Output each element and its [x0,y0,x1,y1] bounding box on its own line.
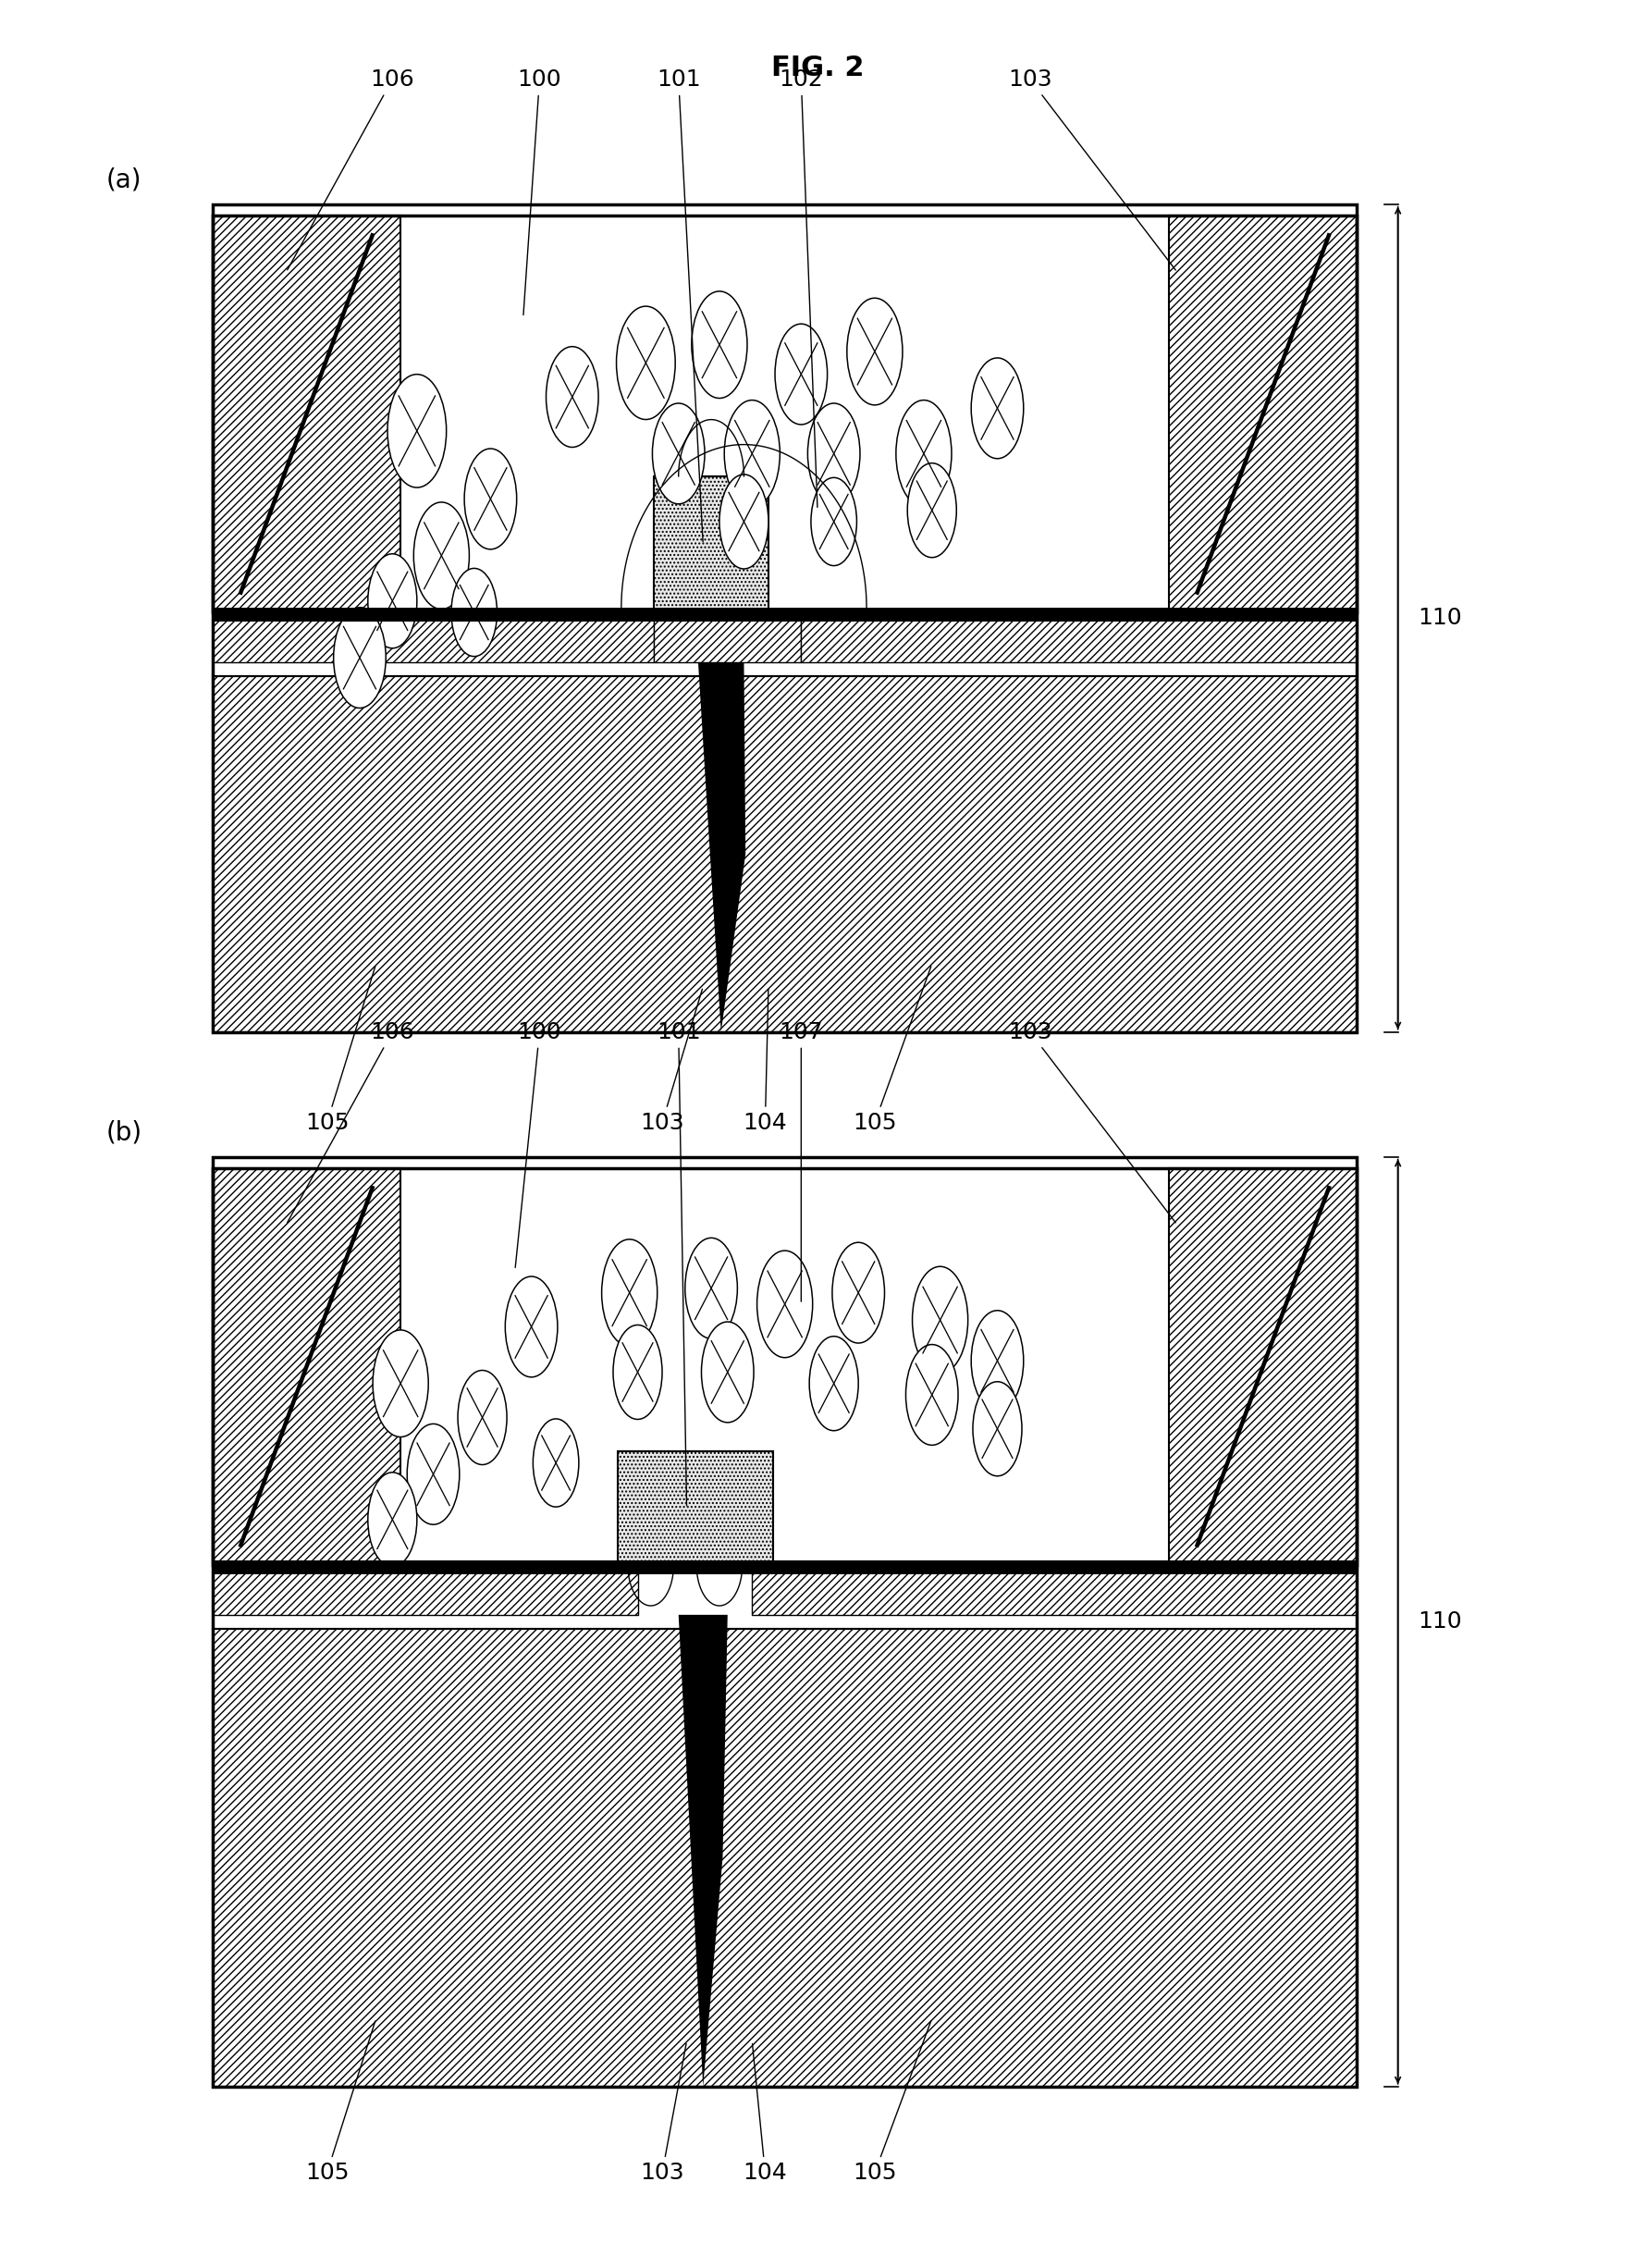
Text: 107: 107 [780,1021,822,1302]
Text: 104: 104 [742,989,788,1134]
Ellipse shape [896,399,952,508]
Bar [618,1452,773,1565]
Ellipse shape [414,501,469,610]
Text: 103: 103 [641,989,703,1134]
Text: 100: 100 [515,1021,561,1268]
Bar [213,612,654,662]
Bar [213,1560,1357,1574]
Text: 101: 101 [657,1021,700,1506]
Ellipse shape [907,463,956,558]
Ellipse shape [387,374,446,488]
Ellipse shape [368,1472,417,1567]
Bar [213,1168,401,1565]
Text: 104: 104 [742,2043,788,2184]
Ellipse shape [757,1250,813,1359]
Text: 101: 101 [657,68,703,542]
Ellipse shape [701,1322,754,1422]
Ellipse shape [458,1370,507,1465]
Ellipse shape [719,474,768,569]
Text: 110: 110 [1418,608,1462,628]
Ellipse shape [808,404,860,503]
Text: 106: 106 [288,68,415,270]
Ellipse shape [505,1277,558,1377]
Ellipse shape [811,479,857,565]
Bar [654,476,768,612]
Bar [1169,215,1357,612]
Ellipse shape [464,449,517,549]
Bar [213,676,1357,1032]
Ellipse shape [546,347,598,447]
Bar [401,215,1169,612]
Ellipse shape [971,358,1024,458]
Ellipse shape [724,399,780,508]
Bar [752,1565,1357,1615]
Ellipse shape [334,608,386,708]
Bar [213,1157,1357,2087]
Ellipse shape [652,404,705,503]
Ellipse shape [971,1311,1024,1411]
Text: 103: 103 [1009,68,1176,270]
Text: 100: 100 [518,68,561,315]
Text: 110: 110 [1418,1610,1462,1633]
Text: 105: 105 [853,2021,930,2184]
Ellipse shape [832,1243,885,1343]
Text: 106: 106 [288,1021,415,1222]
Bar [213,1565,638,1615]
Ellipse shape [847,297,903,406]
Bar [1169,1168,1357,1565]
Text: FIG. 2: FIG. 2 [772,54,863,82]
Bar [213,1168,1357,1565]
Bar [213,215,401,612]
Text: 103: 103 [641,2043,687,2184]
Text: (b): (b) [106,1120,142,1145]
Ellipse shape [407,1424,459,1524]
Ellipse shape [613,1325,662,1420]
Ellipse shape [451,569,497,655]
Ellipse shape [775,324,827,424]
Ellipse shape [373,1329,428,1438]
Bar [213,608,1357,621]
Bar [213,204,1357,1032]
Text: (a): (a) [106,168,142,193]
Text: 105: 105 [306,2021,376,2184]
Polygon shape [698,662,746,1032]
Text: 105: 105 [306,966,376,1134]
Ellipse shape [685,1238,737,1338]
Ellipse shape [906,1345,958,1445]
Ellipse shape [912,1266,968,1374]
Ellipse shape [809,1336,858,1431]
Polygon shape [679,1615,728,2087]
Bar [213,215,1357,612]
Ellipse shape [616,306,675,420]
Text: 102: 102 [778,68,824,508]
Ellipse shape [692,290,747,399]
Text: 105: 105 [853,966,930,1134]
Ellipse shape [368,553,417,649]
Bar [213,1628,1357,2087]
Ellipse shape [602,1238,657,1347]
Bar [654,612,801,662]
Ellipse shape [533,1420,579,1506]
Ellipse shape [973,1381,1022,1476]
Text: 103: 103 [1009,1021,1176,1222]
Bar [401,1168,1169,1565]
Bar [801,612,1357,662]
